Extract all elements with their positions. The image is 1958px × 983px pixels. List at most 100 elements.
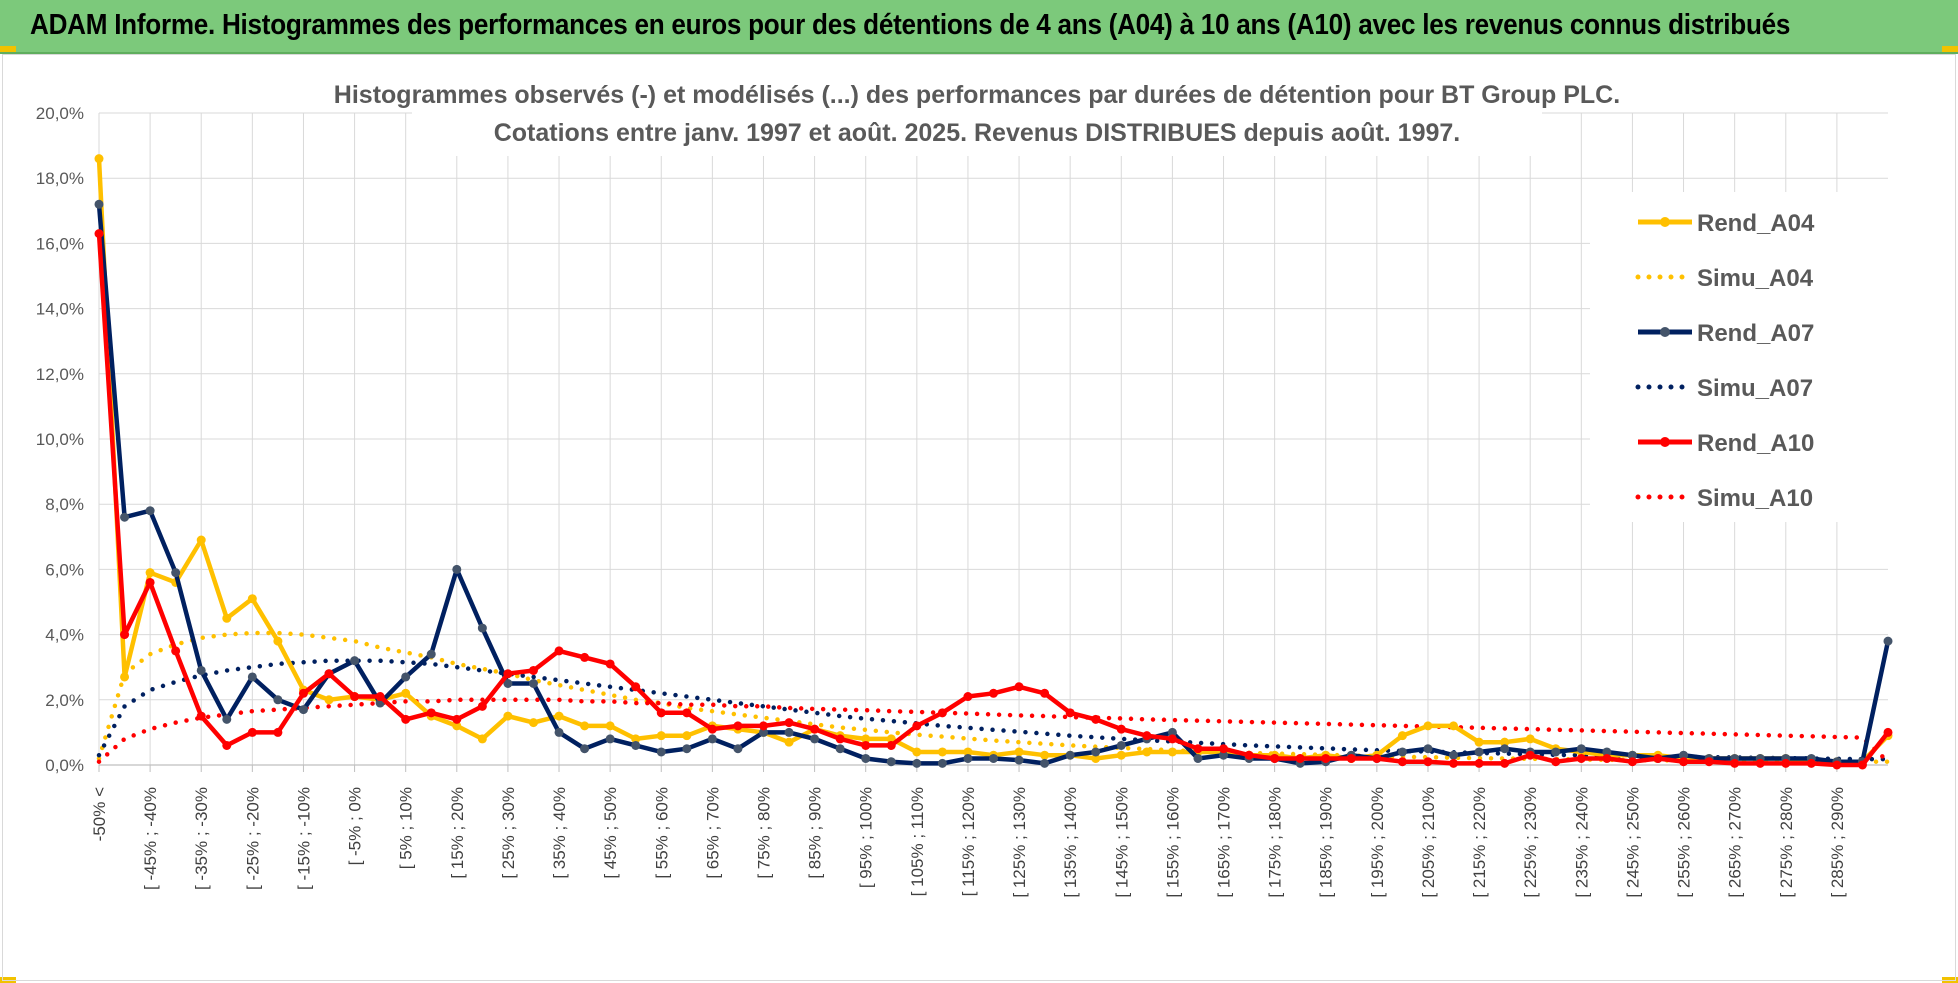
data-point <box>273 636 283 646</box>
data-point <box>1142 747 1152 757</box>
data-point <box>1116 724 1126 734</box>
y-axis-ticks: 0,0% 2,0% 4,0% 6,0% 8,0% 10,0% 12,0% 14,0% 16,0%… <box>36 104 84 775</box>
x-tick-label: [ 55% ; 60% <box>652 787 671 879</box>
data-point <box>886 740 896 750</box>
legend-marker <box>1660 217 1670 227</box>
data-point <box>861 753 871 763</box>
data-point <box>171 568 181 578</box>
legend-label: Simu_A10 <box>1697 485 1813 512</box>
data-point <box>503 679 513 688</box>
x-tick-label: [ 165% ; 170% <box>1215 787 1234 898</box>
data-point <box>528 718 538 728</box>
data-point <box>477 734 487 744</box>
data-point <box>375 692 385 702</box>
data-point <box>452 564 462 574</box>
data-point <box>1167 734 1177 744</box>
data-point <box>1423 721 1433 731</box>
data-point <box>1219 750 1229 760</box>
data-point <box>1270 753 1280 763</box>
data-point <box>401 672 411 682</box>
data-point <box>1474 747 1484 757</box>
y-tick-label: 12,0% <box>36 365 84 384</box>
y-tick-label: 20,0% <box>36 104 84 123</box>
data-point <box>631 740 641 750</box>
data-point <box>580 721 590 731</box>
data-point <box>1627 757 1637 767</box>
data-point <box>784 727 794 737</box>
data-point <box>1883 727 1893 737</box>
data-point <box>503 669 513 679</box>
data-point <box>758 721 768 731</box>
data-point <box>1832 760 1842 770</box>
data-point <box>1449 750 1459 760</box>
data-point <box>886 757 896 767</box>
x-tick-label: [ 235% ; 240% <box>1572 787 1591 898</box>
data-point <box>1449 721 1459 731</box>
data-point <box>1040 758 1050 768</box>
x-tick-label: [ 175% ; 180% <box>1266 787 1285 898</box>
series-layer <box>94 154 1893 770</box>
x-tick-label: [ -15% ; -10% <box>294 787 313 890</box>
data-point <box>1730 758 1740 768</box>
legend-background <box>1590 192 1888 522</box>
data-point <box>1091 747 1101 757</box>
x-tick-label: -50% < <box>90 787 109 841</box>
data-point <box>1653 753 1663 763</box>
x-tick-label: [ 15% ; 20% <box>448 787 467 879</box>
data-point <box>1091 753 1101 763</box>
data-point <box>273 695 283 705</box>
data-point <box>1346 753 1356 763</box>
data-point <box>1040 750 1050 760</box>
x-tick-label: [ 285% ; 290% <box>1828 787 1847 898</box>
data-point <box>247 594 257 604</box>
data-point <box>1116 740 1126 750</box>
x-tick-label: [ 255% ; 260% <box>1675 787 1694 898</box>
data-point <box>861 734 871 744</box>
data-point <box>682 708 692 718</box>
data-point <box>1167 747 1177 757</box>
data-point <box>912 747 922 757</box>
data-point <box>989 753 998 763</box>
data-point <box>1883 636 1893 646</box>
y-tick-label: 0,0% <box>45 756 84 775</box>
data-point <box>196 711 206 721</box>
data-point <box>247 727 257 737</box>
data-point <box>1372 753 1382 763</box>
data-point <box>350 692 360 702</box>
data-point <box>145 568 155 578</box>
data-point <box>222 740 232 750</box>
data-point <box>1704 757 1714 767</box>
data-point <box>145 577 155 587</box>
data-point <box>1014 682 1024 692</box>
data-point <box>1627 750 1637 760</box>
chart-legend: Rend_A04 Simu_A04 Rend_A07 Simu_A07 Rend_A10… <box>1590 192 1888 522</box>
y-tick-label: 8,0% <box>45 495 84 514</box>
chart-frame <box>2 54 1956 981</box>
data-point <box>1423 757 1433 767</box>
chart-grid <box>98 112 1888 772</box>
data-point <box>912 721 922 731</box>
data-point <box>1193 744 1203 754</box>
chart-title: Histogrammes observés (-) et modélisés (… <box>334 81 1620 109</box>
data-point <box>1065 708 1075 718</box>
data-point <box>912 758 922 768</box>
series-line-simu-a07 <box>96 658 1891 762</box>
data-point <box>1321 753 1331 763</box>
data-point <box>1116 750 1126 760</box>
data-point <box>835 734 845 744</box>
header-banner: ADAM Informe. Histogrammes des performan… <box>0 0 1958 54</box>
data-point <box>401 688 411 698</box>
data-point <box>963 753 973 763</box>
x-tick-label: [ 245% ; 250% <box>1623 787 1642 898</box>
data-point <box>1679 750 1689 760</box>
data-point <box>120 672 130 682</box>
data-point <box>580 652 590 662</box>
data-point <box>733 721 743 731</box>
data-point <box>1014 747 1024 757</box>
legend-marker <box>1660 327 1670 337</box>
data-point <box>120 512 130 522</box>
data-point <box>937 708 947 718</box>
data-point <box>94 154 104 164</box>
data-point <box>810 734 820 744</box>
